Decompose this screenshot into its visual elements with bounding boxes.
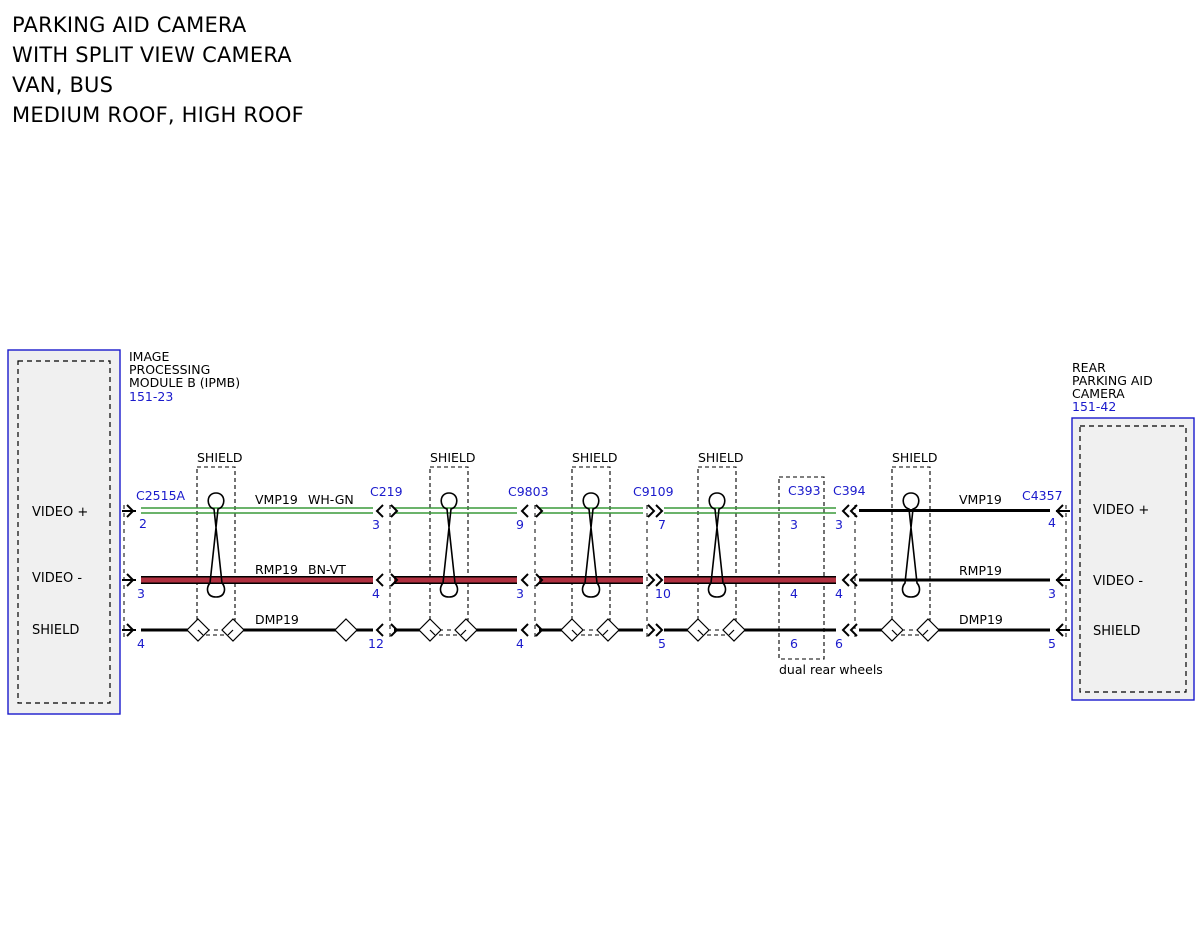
pin-c393-1: 3	[790, 517, 798, 532]
pin-c2515a-1: 2	[139, 516, 147, 531]
label-vmp19-left: VMP19	[255, 492, 298, 507]
wire-vmp19-green	[141, 507, 1050, 514]
right-module-name-2: PARKING AID	[1072, 373, 1153, 388]
right-module-ref: 151-42	[1072, 399, 1116, 414]
connector-c393: C393	[788, 483, 821, 498]
left-module-name-3: MODULE B (IPMB)	[129, 375, 240, 390]
label-dmp19-right: DMP19	[959, 612, 1003, 627]
connector-arrows	[122, 504, 1070, 637]
right-module-name-1: REAR	[1072, 360, 1106, 375]
pin-c4357-3: 5	[1048, 636, 1056, 651]
left-module: IMAGE PROCESSING MODULE B (IPMB) 151-23 …	[7, 349, 240, 715]
left-pin-video-minus: VIDEO -	[32, 571, 82, 586]
shield-boxes	[196, 466, 931, 636]
shield-label-5: SHIELD	[892, 450, 938, 465]
pin-c9803-1: 9	[516, 517, 524, 532]
label-bn-vt: BN-VT	[308, 562, 346, 577]
right-module: REAR PARKING AID CAMERA 151-42 VIDEO + V…	[1071, 360, 1195, 701]
title-line-2: WITH SPLIT VIEW CAMERA	[12, 43, 292, 67]
label-rmp19-left: RMP19	[255, 562, 298, 577]
label-dmp19-left: DMP19	[255, 612, 299, 627]
connector-c219: C219	[370, 484, 403, 499]
pin-c394-1: 3	[835, 517, 843, 532]
left-module-name-1: IMAGE	[129, 349, 169, 364]
pin-c2515a-3: 4	[137, 636, 145, 651]
pin-c394-3: 6	[835, 636, 843, 651]
right-pin-video-plus: VIDEO +	[1093, 503, 1149, 518]
label-wh-gn: WH-GN	[308, 492, 354, 507]
pin-c393-3: 6	[790, 636, 798, 651]
label-vmp19-right: VMP19	[959, 492, 1002, 507]
connector-dashes	[123, 505, 1067, 640]
pin-c9109-2: 10	[655, 586, 671, 601]
pin-c4357-1: 4	[1048, 515, 1056, 530]
pin-c2515a-2: 3	[137, 586, 145, 601]
shield-label-4: SHIELD	[698, 450, 744, 465]
connector-c4357: C4357	[1022, 488, 1063, 503]
pin-c393-2: 4	[790, 586, 798, 601]
connector-c9803: C9803	[508, 484, 549, 499]
c393-box	[778, 476, 825, 660]
right-pin-shield: SHIELD	[1093, 624, 1140, 639]
pin-c9803-2: 3	[516, 586, 524, 601]
right-pin-video-minus: VIDEO -	[1093, 574, 1143, 589]
left-module-name-2: PROCESSING	[129, 362, 210, 377]
title-line-3: VAN, BUS	[12, 73, 114, 97]
label-rmp19-right: RMP19	[959, 563, 1002, 578]
left-module-ref: 151-23	[129, 389, 173, 404]
right-module-name-3: CAMERA	[1072, 386, 1125, 401]
pin-c4357-2: 3	[1048, 586, 1056, 601]
left-pin-shield: SHIELD	[32, 623, 79, 638]
shield-label-1: SHIELD	[197, 450, 243, 465]
left-pin-video-plus: VIDEO +	[32, 505, 88, 520]
title-line-4: MEDIUM ROOF, HIGH ROOF	[12, 103, 304, 127]
pin-c9109-3: 5	[658, 636, 666, 651]
pin-c9803-3: 4	[516, 636, 524, 651]
pin-c219-1: 3	[372, 517, 380, 532]
pin-c219-3: 12	[368, 636, 384, 651]
pin-c219-2: 4	[372, 586, 380, 601]
connector-c9109: C9109	[633, 484, 674, 499]
pin-c394-2: 4	[835, 586, 843, 601]
shield-label-2: SHIELD	[430, 450, 476, 465]
connector-c2515a: C2515A	[136, 488, 186, 503]
diagram-title: PARKING AID CAMERA WITH SPLIT VIEW CAMER…	[12, 10, 304, 130]
connector-c394: C394	[833, 483, 866, 498]
pin-c9109-1: 7	[658, 517, 666, 532]
title-line-1: PARKING AID CAMERA	[12, 13, 247, 37]
shield-label-3: SHIELD	[572, 450, 618, 465]
note-dual-rear-wheels: dual rear wheels	[779, 662, 883, 677]
